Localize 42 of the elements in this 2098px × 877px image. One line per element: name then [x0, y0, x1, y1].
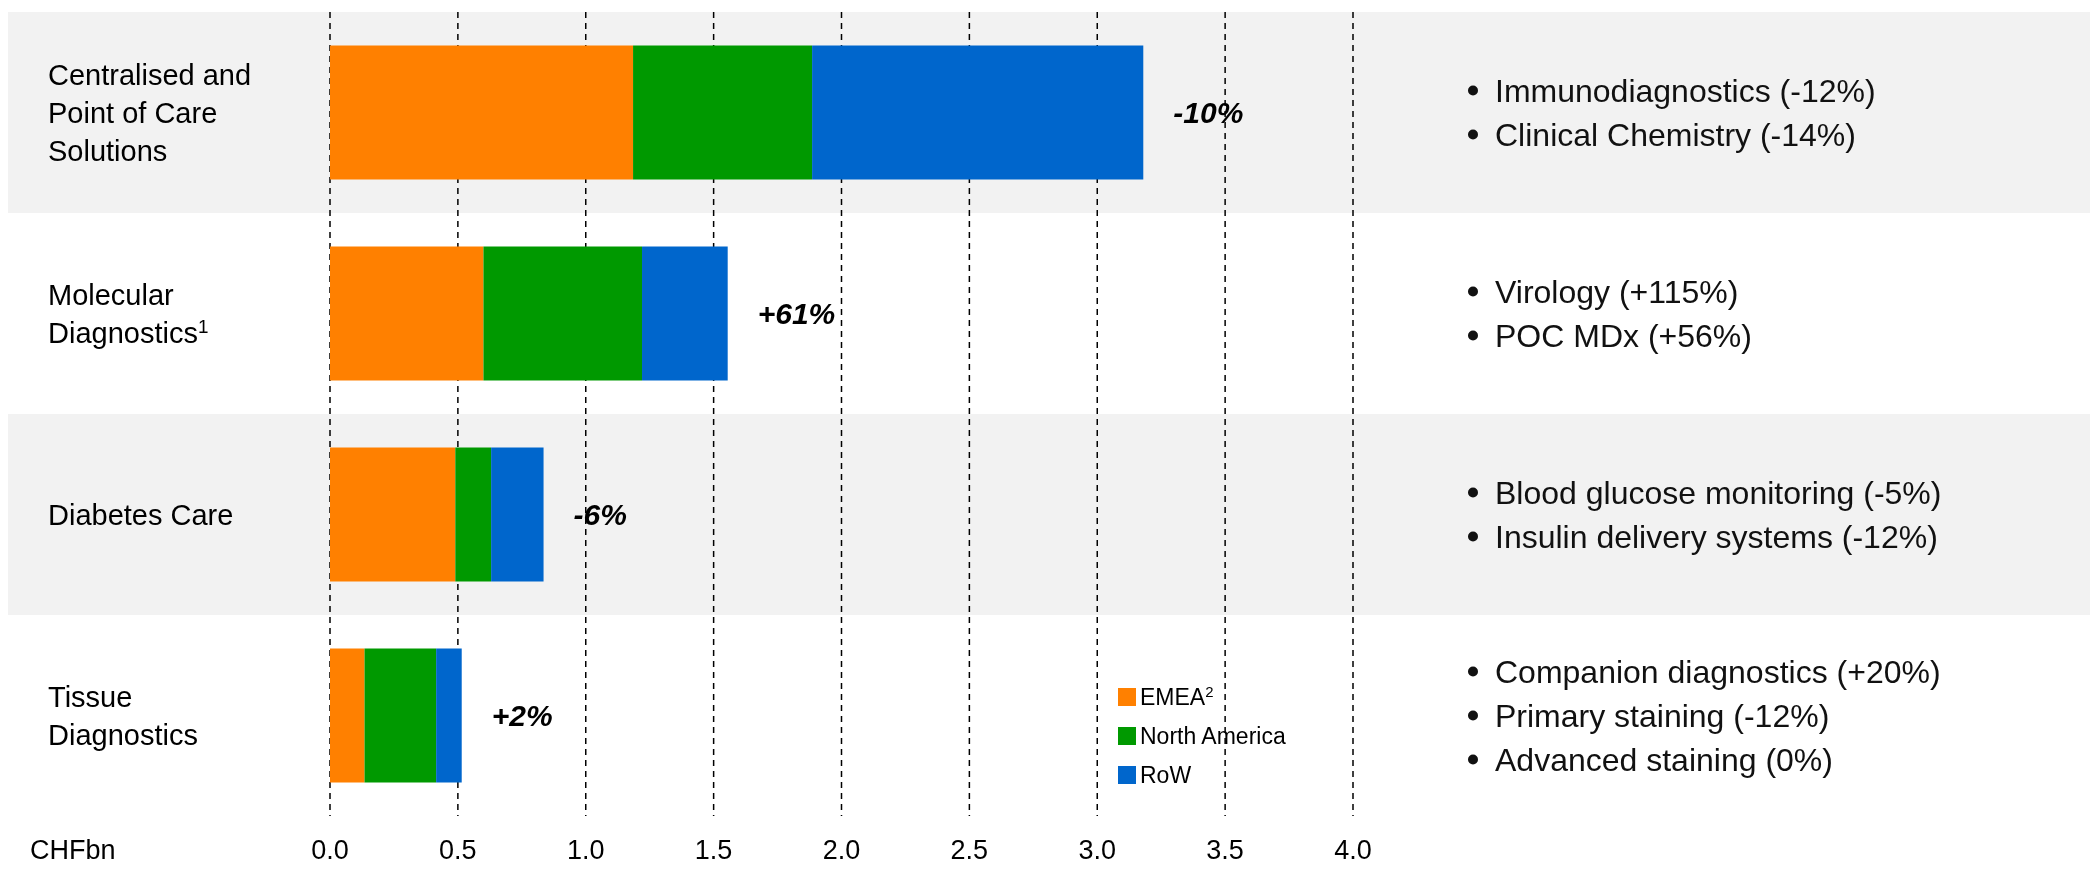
legend-label: RoW: [1140, 762, 1192, 788]
y-tick-label: Tissue Diagnostics: [48, 680, 198, 751]
text: Blood glucose monitoring (-5%): [1495, 474, 1942, 511]
annotation: -10%: [1173, 95, 1244, 129]
annotation: +61%: [757, 296, 836, 330]
text: Advanced staining (0%): [1495, 741, 1833, 778]
bar: [364, 648, 437, 783]
x-tick-label: 0.0: [311, 835, 349, 865]
bar: [491, 447, 544, 582]
y-tick-label: Molecular Diagnostics$^{1}$: [48, 278, 209, 349]
bar: [633, 45, 813, 180]
text: Companion diagnostics (+20%): [1495, 653, 1941, 690]
text: Insulin delivery systems (-12%): [1495, 518, 1938, 555]
x-tick-label: 1.0: [566, 835, 605, 865]
x-tick-label: 2.5: [950, 835, 989, 865]
bar: [483, 246, 643, 381]
x-tick-label: 1.5: [694, 835, 733, 865]
x-tick-label: 3.0: [1078, 835, 1117, 865]
legend-label: North America: [1140, 723, 1286, 749]
bar: [330, 447, 456, 582]
bar: [642, 246, 728, 381]
bar: [436, 648, 462, 783]
annotation: +2%: [491, 698, 553, 732]
x-tick-label: 4.0: [1334, 835, 1372, 865]
bar: [330, 648, 365, 783]
x-tick-label: 2.0: [822, 835, 861, 865]
text: Clinical Chemistry (-14%): [1495, 116, 1856, 153]
y-tick-label: Centralised and Point of Care Solutions: [48, 58, 252, 167]
text: POC MDx (+56%): [1495, 317, 1752, 354]
x-tick-label: 3.5: [1206, 835, 1244, 865]
legend-label: EMEA$^{2}$: [1140, 682, 1214, 710]
annotation: -6%: [573, 497, 627, 531]
text: Primary staining (-12%): [1495, 697, 1830, 734]
bar: [455, 447, 492, 582]
bar: [330, 246, 484, 381]
x-tick-label: 0.5: [439, 835, 477, 865]
y-tick-label: Diabetes Care: [48, 498, 234, 531]
text: Immunodiagnostics (-12%): [1495, 72, 1876, 109]
bar: [330, 45, 634, 180]
bar: [812, 45, 1144, 180]
x-axis-title: CHFbn: [30, 835, 116, 865]
text: Virology (+115%): [1495, 273, 1739, 310]
